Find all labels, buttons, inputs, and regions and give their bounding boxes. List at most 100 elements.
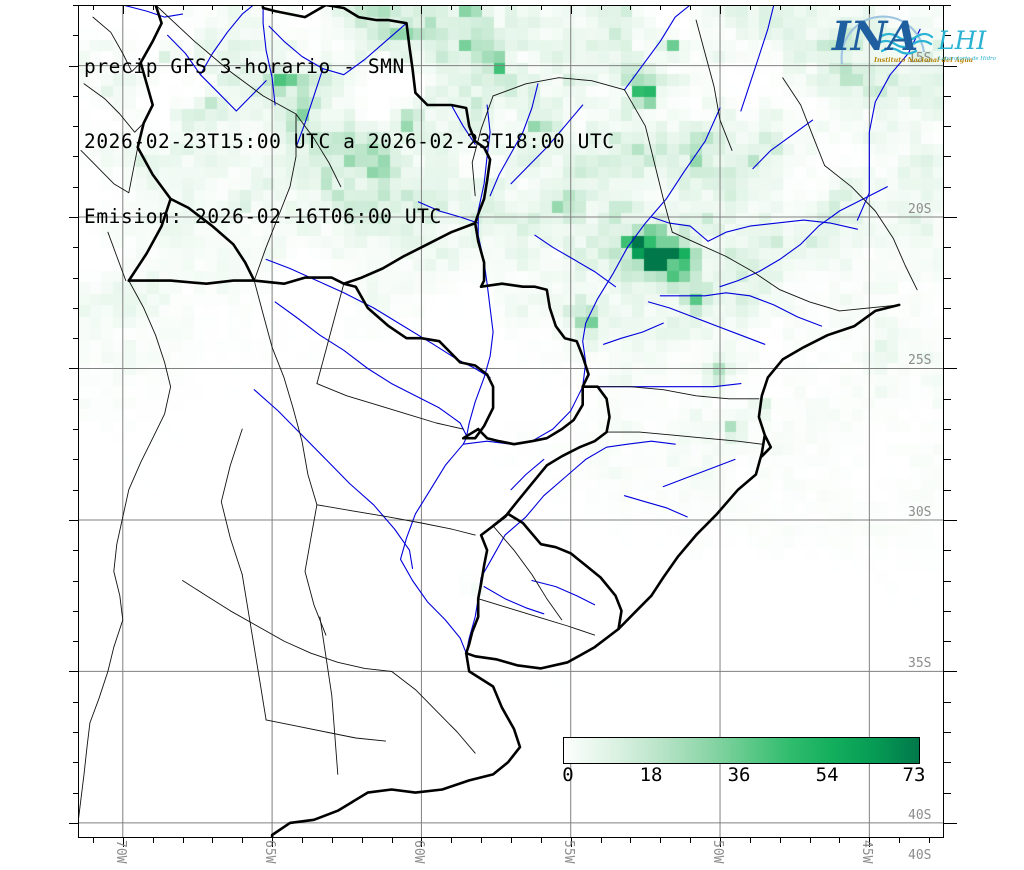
y-tick-37s (944, 731, 951, 733)
x-tick-45w (869, 838, 871, 847)
y-tick-left-13s (73, 5, 78, 6)
y-tick-21s (944, 247, 951, 249)
y-tick-34s (944, 641, 951, 643)
y-tick-29s (944, 489, 951, 491)
logo-lhi-subtitle: Laboratorio de Hidrologia (937, 56, 996, 62)
x-tick-top-48w (779, 5, 781, 10)
x-tick-47w (809, 838, 811, 843)
x-tick-50w (720, 838, 722, 847)
x-tick-top-57w (511, 5, 512, 10)
y-tick-left-38s (73, 762, 78, 764)
y-tick-19s (944, 186, 951, 188)
x-tick-top-67w (212, 5, 214, 10)
x-tick-48w (779, 838, 781, 843)
lon-label-55w: 55W (560, 840, 576, 864)
y-tick-39s (944, 792, 951, 794)
x-tick-top-62w (361, 5, 363, 10)
y-tick-38s (944, 762, 951, 764)
x-tick-top-59w (451, 5, 453, 10)
y-tick-31s (944, 550, 951, 552)
y-tick-33s (944, 610, 951, 612)
x-tick-46w (839, 838, 841, 843)
y-tick-left-24s (73, 338, 78, 340)
y-tick-13s (944, 5, 951, 6)
x-tick-53w (630, 838, 632, 843)
x-tick-43w (929, 838, 931, 843)
x-tick-top-68w (182, 5, 184, 10)
y-tick-28s (944, 459, 951, 461)
y-tick-left-27s (73, 429, 78, 431)
y-tick-left-18s (73, 156, 78, 158)
lon-label-45w: 45W (859, 840, 875, 864)
precipitation-heatmap-layer (78, 5, 944, 838)
colorbar-tick-labels: 0 18 36 54 73 (562, 764, 925, 790)
lat-label-20s: 20S (908, 202, 932, 218)
y-tick-25s (944, 368, 957, 370)
y-tick-18s (944, 156, 951, 158)
y-tick-left-22s (73, 277, 78, 279)
x-tick-52w (660, 838, 662, 843)
x-tick-51w (690, 838, 692, 843)
colorbar-tick-54: 54 (815, 764, 839, 786)
x-tick-57w (511, 838, 512, 843)
x-tick-top-65w (272, 5, 274, 14)
y-tick-left-26s (73, 398, 78, 400)
lat-label-30s: 30S (908, 504, 932, 520)
x-tick-top-43w (929, 5, 931, 10)
x-tick-64w (301, 838, 303, 843)
title-line-valid-period: 2026-02-23T15:00 UTC a 2026-02-23T18:00 … (84, 130, 615, 153)
y-tick-20s (944, 217, 957, 219)
logo-ina-text: INA (831, 13, 918, 60)
x-tick-44w (899, 838, 901, 843)
x-tick-67w (212, 838, 214, 843)
y-tick-left-21s (73, 247, 78, 249)
state-borders-layer (78, 5, 918, 824)
figure-title: precip GFS 3-horario - SMN 2026-02-23T15… (84, 4, 615, 279)
ina-lhi-logo: INA Instituto Nacional del Agua LHI Labo… (831, 13, 996, 65)
lon-label-70w: 70W (112, 840, 128, 864)
x-tick-top-46w (839, 5, 841, 10)
x-tick-top-64w (301, 5, 303, 10)
lat-label-15s: 15S (908, 50, 932, 66)
y-tick-left-32s (73, 580, 78, 582)
y-tick-17s (944, 126, 951, 128)
lon-label-50w: 50W (710, 840, 726, 864)
x-tick-top-71w (92, 5, 94, 10)
y-tick-left-33s (73, 610, 78, 612)
y-tick-23s (944, 307, 951, 309)
x-tick-top-58w (481, 5, 483, 10)
y-tick-left-37s (73, 731, 78, 733)
y-tick-left-23s (73, 307, 78, 309)
x-tick-top-70w (122, 5, 124, 14)
x-tick-top-54w (600, 5, 602, 10)
y-tick-left-15s (69, 65, 78, 67)
x-tick-top-61w (391, 5, 393, 10)
y-tick-left-34s (73, 641, 78, 643)
y-tick-left-31s (73, 550, 78, 552)
y-tick-left-40s (69, 822, 78, 824)
colorbar-tick-18: 18 (639, 764, 663, 786)
x-tick-65w (272, 838, 274, 847)
colorbar-gradient (563, 737, 920, 764)
x-tick-55w (570, 838, 572, 847)
x-tick-top-49w (749, 5, 751, 10)
x-tick-61w (391, 838, 393, 843)
y-tick-left-39s (73, 792, 78, 794)
x-tick-63w (331, 838, 333, 843)
lat-label-35s: 35S (908, 656, 932, 672)
x-tick-top-55w (570, 5, 572, 14)
y-tick-left-30s (69, 519, 78, 521)
x-tick-70w (122, 838, 124, 847)
x-tick-62w (361, 838, 363, 843)
y-tick-15s (944, 65, 957, 67)
lat-label-40s: 40S (908, 848, 932, 863)
x-tick-59w (451, 838, 453, 843)
x-tick-top-56w (540, 5, 542, 10)
colorbar-tick-73: 73 (902, 764, 926, 786)
y-tick-36s (944, 701, 951, 703)
y-tick-left-28s (73, 459, 78, 461)
x-tick-54w (600, 838, 602, 843)
logo-ina-subtitle: Instituto Nacional del Agua (873, 56, 973, 64)
y-tick-24s (944, 338, 951, 340)
lon-label-65w: 65W (262, 840, 278, 864)
